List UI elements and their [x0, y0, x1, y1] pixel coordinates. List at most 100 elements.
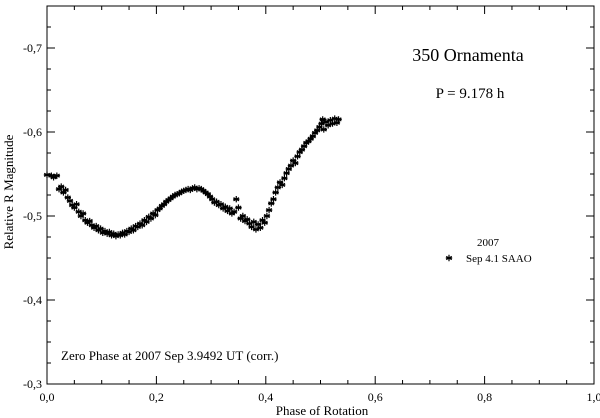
x-tick-label: 0,0 — [40, 390, 55, 404]
data-point — [43, 171, 51, 179]
data-points — [43, 115, 342, 240]
data-point — [319, 116, 326, 123]
data-point — [71, 204, 78, 211]
legend-marker-icon — [445, 254, 453, 262]
y-tick-label: -0,5 — [23, 209, 42, 223]
data-point — [281, 175, 288, 182]
data-point — [73, 201, 80, 208]
data-point — [314, 127, 321, 134]
data-point — [279, 181, 286, 189]
data-point — [217, 201, 225, 208]
y-tick-label: -0,3 — [23, 377, 42, 391]
data-point — [106, 228, 113, 236]
data-point — [68, 201, 76, 209]
y-tick-label: -0,4 — [23, 293, 42, 307]
x-tick-label: 0,4 — [258, 390, 273, 404]
data-point — [88, 222, 96, 229]
data-point — [50, 174, 57, 181]
data-point — [263, 212, 271, 220]
data-point — [268, 200, 275, 207]
data-point — [307, 135, 314, 142]
data-point — [322, 118, 330, 126]
data-point — [335, 116, 342, 123]
data-point — [246, 220, 253, 227]
data-point — [82, 217, 89, 224]
data-point — [252, 226, 260, 233]
data-point — [53, 172, 61, 179]
data-point — [66, 197, 74, 205]
data-point — [327, 117, 334, 124]
data-point — [276, 179, 284, 186]
data-point — [138, 222, 146, 229]
axes: 0,0 0,2 0,4 0,6 0,8 1,0 -0,3 -0,4 -0,5 -0,6 -0,7 — [23, 5, 600, 404]
data-point — [143, 218, 150, 226]
data-point — [60, 189, 67, 196]
data-point — [58, 183, 65, 190]
data-point — [55, 185, 63, 193]
data-point — [147, 215, 155, 222]
data-point — [270, 196, 277, 203]
data-point — [254, 221, 262, 228]
y-axis-label: Relative R Magnitude — [1, 134, 16, 249]
data-point — [283, 169, 290, 177]
legend: 2007 Sep 4.1 SAAO — [445, 237, 532, 265]
data-point — [309, 133, 317, 140]
data-point — [318, 120, 325, 127]
data-point — [261, 219, 268, 226]
data-point — [331, 115, 338, 122]
data-point — [272, 189, 279, 196]
zero-phase-annotation: Zero Phase at 2007 Sep 3.9492 UT (corr.) — [61, 348, 278, 363]
data-point — [320, 126, 327, 133]
data-point — [160, 201, 168, 208]
data-point — [77, 212, 85, 220]
data-point — [259, 217, 266, 224]
chart-subtitle: P = 9.178 h — [436, 86, 505, 102]
x-tick-label: 0,6 — [368, 390, 383, 404]
data-point — [226, 205, 233, 212]
data-point — [156, 205, 163, 212]
legend-series-label: Sep 4.1 SAAO — [466, 253, 532, 265]
data-point — [206, 193, 214, 200]
data-point — [235, 204, 242, 211]
data-point — [79, 210, 87, 217]
data-point — [121, 231, 128, 238]
x-tick-label: 1,0 — [587, 390, 600, 404]
data-point — [64, 194, 71, 201]
data-point — [300, 143, 308, 150]
x-tick-label: 0,2 — [149, 390, 164, 404]
x-axis-label: Phase of Rotation — [276, 403, 369, 418]
legend-title: 2007 — [477, 237, 500, 249]
data-point — [222, 203, 229, 210]
data-point — [296, 148, 303, 156]
data-point — [285, 165, 292, 173]
data-point — [316, 123, 323, 131]
data-point — [324, 122, 332, 129]
data-point — [208, 196, 216, 203]
data-point — [250, 218, 257, 226]
data-point — [117, 232, 124, 239]
data-point — [298, 146, 306, 153]
data-point — [101, 227, 109, 235]
data-point — [294, 153, 301, 160]
data-point — [130, 227, 137, 234]
x-tick-label: 0,8 — [477, 390, 492, 404]
data-point — [93, 222, 100, 230]
data-point — [230, 208, 238, 215]
data-point — [237, 215, 244, 222]
data-point — [333, 119, 341, 126]
data-point — [248, 223, 255, 231]
data-point — [213, 198, 220, 205]
data-point — [125, 228, 133, 236]
data-point — [274, 184, 282, 191]
data-point — [305, 138, 312, 145]
y-tick-label: -0,7 — [23, 41, 42, 55]
data-point — [311, 129, 319, 137]
data-point — [224, 207, 231, 215]
data-point — [86, 217, 93, 225]
legend-marker — [445, 254, 453, 262]
data-point — [62, 186, 69, 194]
y-tick-label: -0,6 — [23, 125, 42, 139]
data-point — [75, 208, 82, 215]
data-point — [97, 225, 104, 232]
